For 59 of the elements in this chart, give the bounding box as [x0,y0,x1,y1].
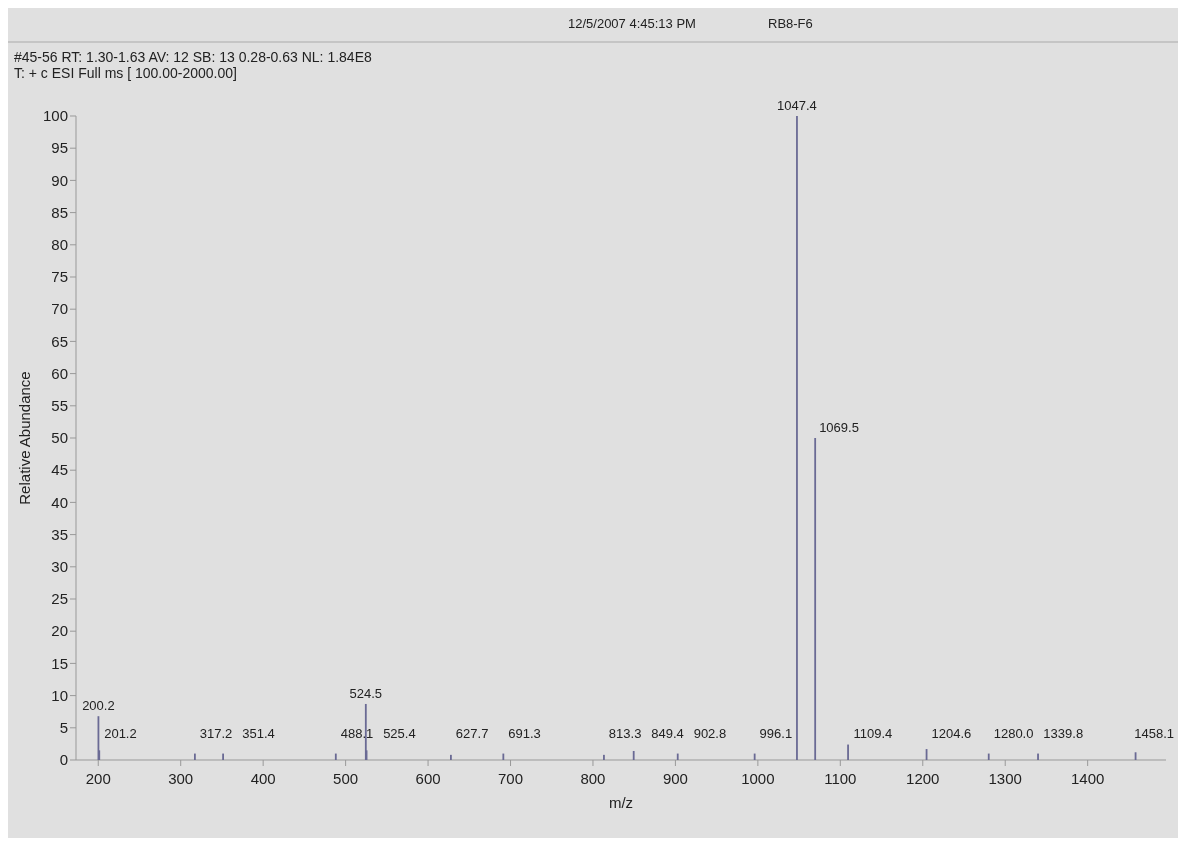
y-tick-label: 40 [51,493,68,511]
chart-title: #45-56 RT: 1.30-1.63 AV: 12 SB: 13 0.28-0.63 NL: 1.84E8 [14,49,372,65]
y-tick-label: 5 [59,719,68,737]
text: RB8-F6 [768,16,813,31]
x-tick-label: 400 [250,770,276,787]
annotation: 849.4 [651,726,684,741]
annotation: 351.4 [242,726,275,741]
y-tick-label: 55 [51,397,68,415]
y-tick-label: 25 [51,590,68,608]
x-tick-label: 800 [580,770,606,787]
annotation: 996.1 [759,726,793,741]
y-tick-label: 85 [51,203,68,221]
y-tick-label: 75 [51,268,68,286]
x-axis-title: m/z [608,794,634,811]
y-tick-label: 45 [51,461,68,479]
y-tick-label: 10 [51,686,68,704]
x-tick-label: 1300 [988,770,1022,787]
y-tick-label: 70 [51,300,68,318]
annotation: 1069.5 [819,420,859,435]
y-tick-label: 80 [51,236,68,254]
x-tick-label: 1000 [741,770,775,787]
x-tick-label: 500 [333,770,359,787]
x-tick-label: 600 [415,770,441,787]
chart-subtitle: T: + c ESI Full ms [ 100.00-2000.00] [14,65,237,81]
annotation: 627.7 [455,726,489,741]
x-tick-label: 300 [168,770,194,787]
annotation: 1339.8 [1043,726,1084,741]
annotation: 1047.4 [777,98,817,113]
y-tick-label: 100 [42,107,68,125]
x-tick-label: 1100 [824,770,857,787]
y-tick-label: 65 [51,332,68,350]
y-tick-label: 20 [51,622,68,640]
y-tick-label: 0 [59,751,68,769]
y-tick-label: 30 [51,558,68,576]
annotation: 1458.1 [1134,726,1175,741]
annotation: 201.2 [104,726,137,741]
annotation: 1109.4 [853,726,893,741]
annotation: 200.2 [82,698,115,714]
y-axis-title: Relative Abundance [16,371,33,505]
y-tick-label: 95 [51,139,68,157]
text: 12/5/2007 4:45:13 PM [568,16,696,31]
y-tick-label: 50 [51,429,68,447]
y-tick-label: 15 [51,654,68,672]
annotation: 1280.0 [993,726,1034,741]
x-tick-label: 700 [498,770,524,787]
annotation: 813.3 [608,726,642,741]
annotation: 1204.6 [931,726,972,741]
annotation: 691.3 [508,726,541,741]
x-tick-label: 200 [85,770,111,787]
annotation: 524.5 [349,685,383,701]
annotation: 317.2 [199,726,233,741]
x-tick-label: 900 [662,770,688,787]
x-tick-label: 1400 [1070,770,1105,787]
annotation: 525.4 [383,726,416,741]
x-tick-label: 1200 [906,770,940,787]
annotation: 902.8 [693,726,727,741]
y-tick-label: 60 [51,364,68,382]
y-tick-label: 35 [51,525,68,543]
y-tick-label: 90 [51,171,68,189]
